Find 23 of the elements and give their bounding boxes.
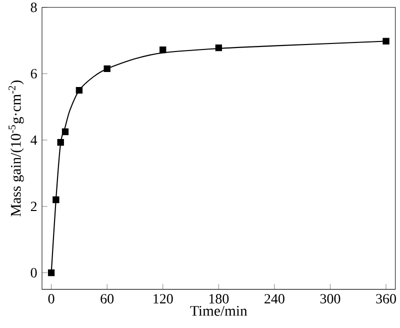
- y-tick-label: 6: [30, 68, 37, 78]
- point: [62, 128, 69, 136]
- x-tick-label: 60: [100, 294, 114, 304]
- x-tick-label: 180: [209, 294, 229, 304]
- point: [382, 38, 390, 45]
- y-tick-label: 2: [30, 202, 37, 212]
- point: [160, 46, 166, 54]
- y-tick-label: 4: [30, 135, 38, 145]
- x-axis-title: Time/min: [190, 306, 248, 316]
- y-tick-label: 8: [30, 2, 37, 12]
- x-tick-label: 300: [320, 294, 340, 304]
- point: [104, 65, 110, 72]
- x-tick-label: 240: [264, 294, 284, 304]
- x-tick-label: 0: [48, 294, 54, 304]
- point: [52, 196, 60, 204]
- y-axis-title: Mass gain/(10$^{-5}$g·cm$^{-2}$): [8, 80, 24, 216]
- point: [215, 44, 222, 52]
- point: [76, 86, 83, 94]
- y-tick-label: 0: [30, 268, 37, 278]
- point: [48, 269, 55, 276]
- point: [57, 139, 64, 146]
- x-tick-label: 120: [154, 294, 173, 304]
- x-tick-label: 360: [376, 294, 396, 304]
